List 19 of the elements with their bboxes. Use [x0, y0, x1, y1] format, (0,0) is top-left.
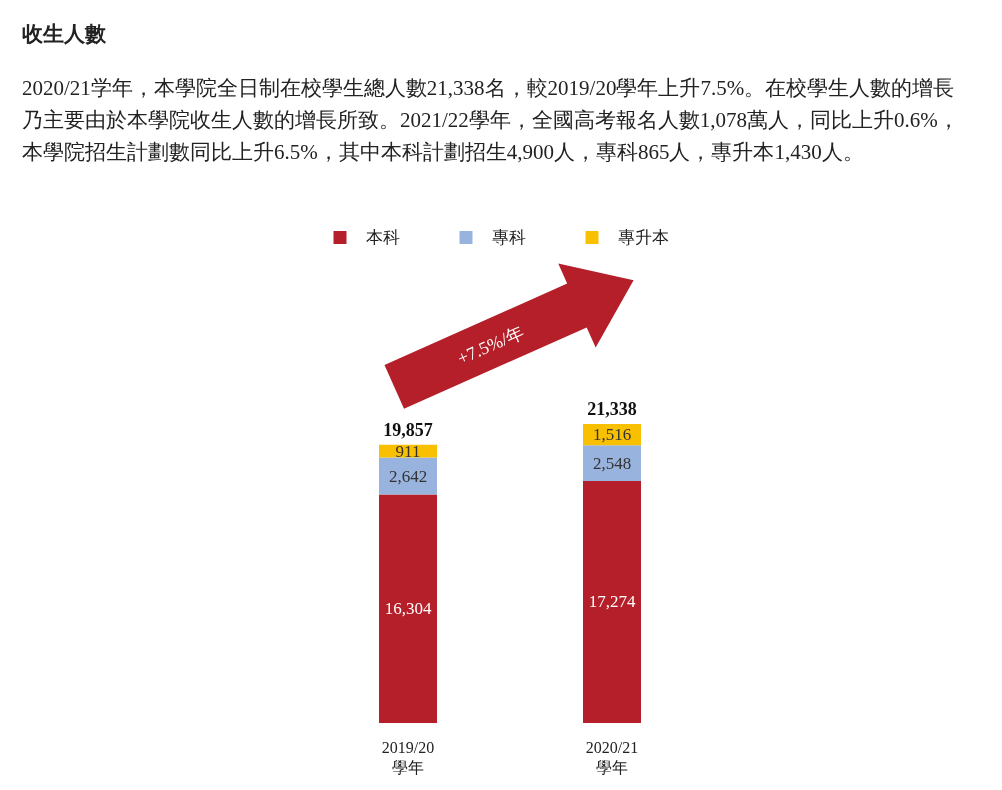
data-label: 17,274	[588, 592, 636, 612]
bar	[583, 445, 641, 481]
bar	[583, 480, 641, 723]
data-label: 1,516	[592, 425, 632, 445]
data-label: 2,548	[592, 453, 632, 473]
data-label: 16,304	[384, 599, 432, 619]
bar	[379, 457, 437, 495]
x-tick-label: 2020/21 學年	[585, 738, 639, 776]
data-label: 2,642	[388, 466, 428, 486]
total-label: 21,338	[587, 399, 637, 419]
legend-label: 專升本	[617, 228, 669, 247]
data-label: 911	[395, 441, 421, 461]
legend-label: 專科	[491, 228, 526, 247]
bar	[379, 494, 437, 723]
chart-subtitle: 2020/21学年，本學院全日制在校學生總人數21,338名，較2019/20學年上升7.5%。在校學生人數的增長乃主要由於本學院收生人數的增長所致。2021/22學年，全國高考報名人數1,078萬人，同比上升0.6%，本學院招生計劃數同比上升6.5%，其中本科計劃招生4,900人，專科865人，專升本1,430人。	[22, 75, 960, 166]
text: 收生人數	[22, 21, 106, 48]
legend-label: 本科	[365, 228, 400, 247]
x-tick-label: 2019/20 學年	[381, 738, 435, 776]
total-label: 19,857	[383, 419, 433, 440]
